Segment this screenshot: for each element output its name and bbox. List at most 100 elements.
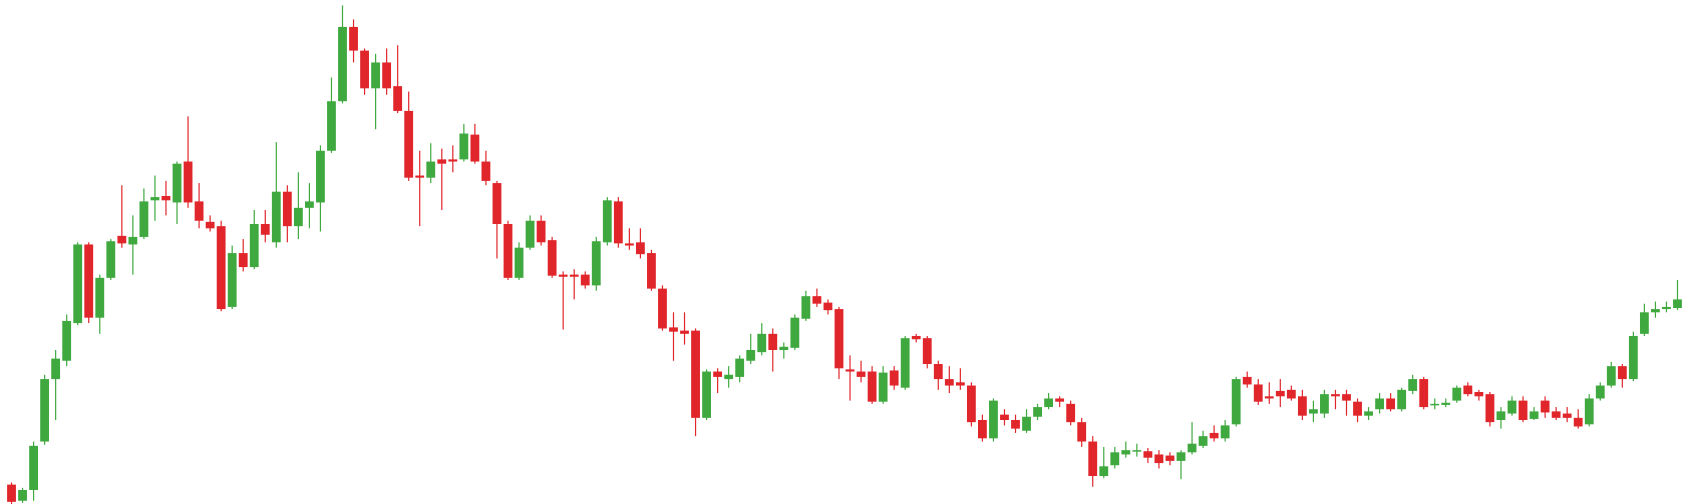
candle-body xyxy=(1187,443,1197,453)
candle-body xyxy=(106,241,116,278)
candle-body xyxy=(1518,400,1528,420)
candle-body xyxy=(1584,398,1594,425)
candle-body xyxy=(1573,417,1583,427)
candle-body xyxy=(735,358,745,377)
candle-body xyxy=(1452,387,1462,401)
candle-body xyxy=(1088,441,1098,476)
candle-body xyxy=(922,338,932,364)
candle-body xyxy=(1353,401,1362,416)
candle-body xyxy=(304,201,314,208)
candle-body xyxy=(448,159,458,162)
candle-body xyxy=(1375,398,1385,410)
candle-body xyxy=(845,369,855,372)
candle-body xyxy=(404,110,414,178)
candle-body xyxy=(889,370,899,386)
candle-body xyxy=(977,420,987,439)
candle-body xyxy=(757,333,767,353)
candle-body xyxy=(713,371,723,377)
candle-body xyxy=(1275,390,1285,397)
candle-body xyxy=(172,163,182,203)
candle-body xyxy=(371,62,381,89)
candle-body xyxy=(1253,384,1263,402)
candle-body xyxy=(602,200,612,243)
candle-body xyxy=(95,277,105,318)
candle-body xyxy=(536,220,546,243)
candle-body xyxy=(1044,398,1054,408)
candle-body xyxy=(227,253,237,307)
candle-body xyxy=(1154,454,1164,464)
candle-body xyxy=(1132,450,1142,452)
candle-body xyxy=(812,296,822,304)
candle-body xyxy=(150,197,160,201)
candle-body xyxy=(349,26,358,51)
candle-body xyxy=(1628,336,1638,380)
candle-body xyxy=(1110,452,1120,466)
candle-body xyxy=(1176,452,1186,461)
candle-body xyxy=(1342,394,1351,401)
candle-body xyxy=(29,445,38,490)
candle-body xyxy=(635,242,645,255)
candle-body xyxy=(415,175,425,178)
candle-body xyxy=(316,150,325,203)
candle-body xyxy=(1430,403,1440,406)
candle-body xyxy=(702,371,712,418)
candle-body xyxy=(271,191,281,243)
candle-body xyxy=(1673,299,1682,308)
candle-body xyxy=(1397,389,1407,410)
candle-body xyxy=(1308,409,1318,414)
candle-body xyxy=(724,374,734,380)
candle-body xyxy=(911,336,921,340)
candle-body xyxy=(823,302,833,311)
candle-body xyxy=(128,236,138,245)
candle-body xyxy=(1617,366,1627,380)
candle-body xyxy=(1286,389,1296,399)
candle-body xyxy=(900,338,910,388)
candle-body xyxy=(393,86,403,111)
candle-body xyxy=(1595,385,1605,399)
candle-body xyxy=(834,309,844,369)
candle-body xyxy=(1364,411,1373,416)
candle-body xyxy=(437,159,447,164)
candle-body xyxy=(691,330,700,418)
candle-body xyxy=(327,101,336,151)
candle-body xyxy=(790,317,800,348)
candle-body xyxy=(40,379,50,442)
candle-body xyxy=(382,62,392,89)
candle-body xyxy=(205,221,215,229)
candle-body xyxy=(1242,376,1252,385)
candle-body xyxy=(1264,396,1274,399)
candle-body xyxy=(1606,366,1616,386)
candle-body xyxy=(658,288,667,329)
candle-body xyxy=(1441,402,1451,405)
candle-body xyxy=(966,385,976,423)
candle-body xyxy=(492,183,502,224)
candle-body xyxy=(1562,413,1572,418)
candle-body xyxy=(779,346,789,350)
candle-body xyxy=(1485,394,1495,423)
candle-body xyxy=(1496,411,1506,420)
candle-body xyxy=(944,379,954,386)
candle-body xyxy=(1198,436,1208,446)
candle-body xyxy=(856,371,866,377)
candle-body xyxy=(1651,309,1660,313)
candle-body xyxy=(7,484,16,502)
candle-body xyxy=(867,371,877,402)
candle-body xyxy=(878,372,888,402)
candle-body xyxy=(1022,416,1031,431)
candle-body xyxy=(216,226,226,310)
candle-body xyxy=(84,244,94,318)
candle-body xyxy=(1077,422,1087,442)
candle-body xyxy=(293,207,303,227)
candle-body xyxy=(18,490,27,501)
candle-body xyxy=(1033,407,1042,417)
candle-body xyxy=(282,191,292,227)
candle-body xyxy=(624,243,634,246)
candle-body xyxy=(1011,420,1020,429)
candle-body xyxy=(547,240,557,276)
candle-body xyxy=(1320,394,1329,414)
candle-body xyxy=(525,220,535,248)
candle-body xyxy=(1099,466,1109,476)
candle-body xyxy=(613,201,623,244)
